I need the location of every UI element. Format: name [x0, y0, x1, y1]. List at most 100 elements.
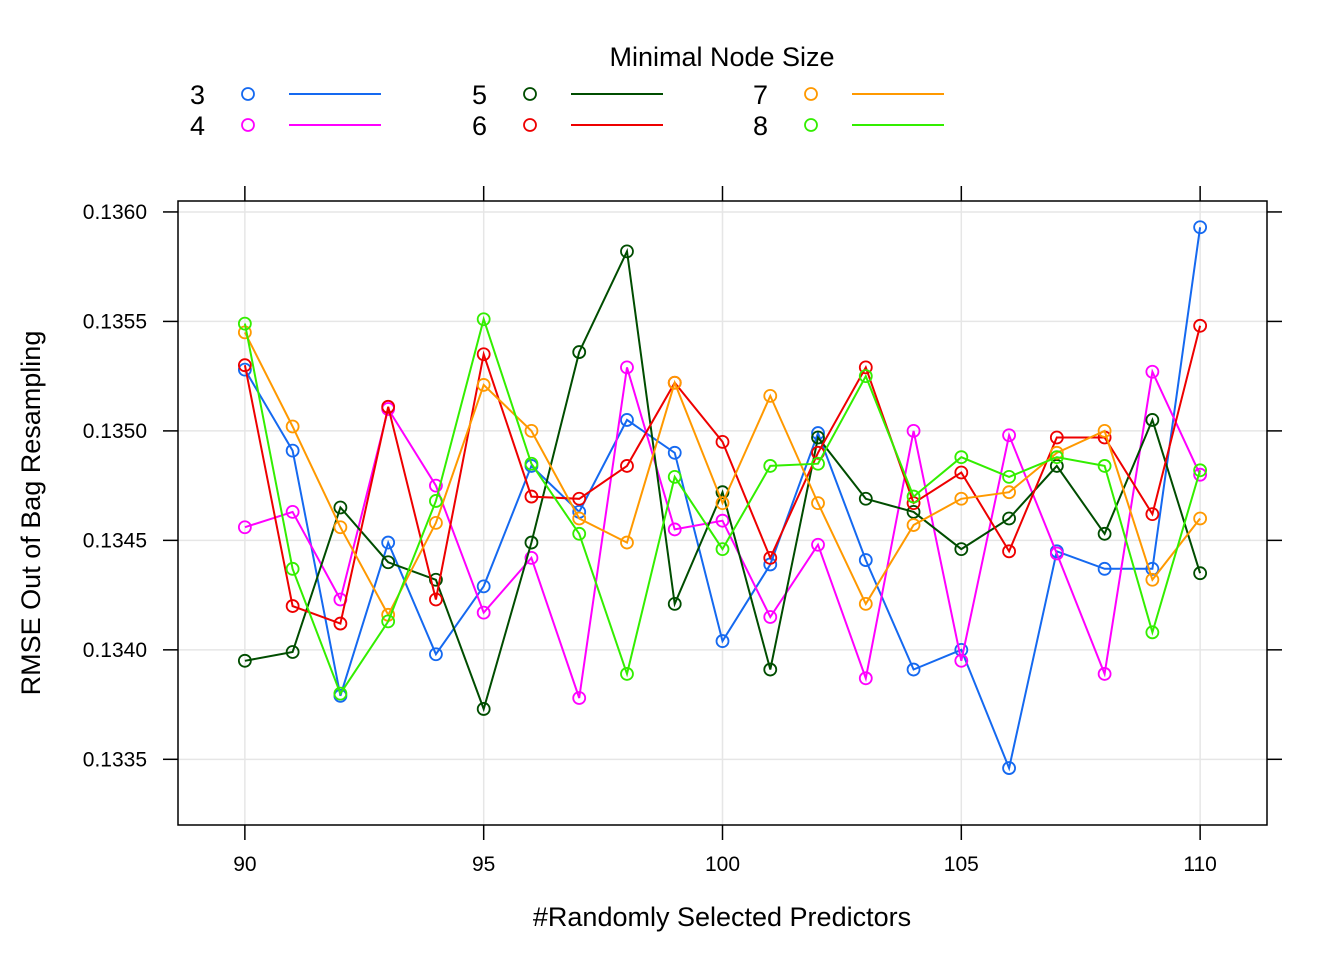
data-point	[858, 369, 873, 384]
data-point	[333, 686, 348, 701]
data-point	[1193, 566, 1208, 581]
data-point	[858, 553, 873, 567]
y-tick-label: 0.1350	[83, 420, 147, 443]
y-axis-label: RMSE Out of Bag Resampling	[16, 331, 46, 696]
data-point	[906, 423, 921, 438]
data-point	[763, 550, 778, 565]
data-point	[811, 496, 825, 511]
data-point	[429, 647, 443, 662]
legend-item-4: 4	[190, 111, 381, 141]
axis-ticks: 90 95 100 105 110 0.1335 0.1340 0.1345 0.1350 0.1…	[83, 186, 1282, 876]
data-point	[620, 667, 634, 681]
series-line	[244, 247, 1202, 713]
data-point	[476, 347, 491, 362]
data-point	[476, 605, 491, 620]
data-point	[572, 491, 587, 506]
data-point	[1002, 469, 1016, 484]
data-point	[237, 520, 252, 535]
data-point	[285, 419, 300, 434]
y-tick-label: 0.1340	[83, 639, 147, 662]
data-point	[381, 399, 396, 414]
data-point	[333, 520, 348, 535]
data-point	[1002, 511, 1016, 526]
data-point	[1002, 485, 1016, 500]
legend-marker	[804, 87, 818, 101]
data-point	[476, 312, 491, 327]
data-point	[1049, 450, 1064, 465]
data-point	[1049, 546, 1064, 561]
data-point	[667, 469, 682, 484]
data-point	[524, 535, 539, 550]
x-tick-label: 110	[1183, 853, 1216, 876]
legend-item-8: 8	[753, 111, 944, 141]
data-point	[715, 634, 730, 648]
data-point	[1193, 318, 1208, 333]
legend-label: 4	[190, 111, 205, 141]
legend-marker	[804, 118, 818, 132]
data-point	[1145, 364, 1160, 379]
data-point	[715, 542, 730, 557]
data-point	[811, 430, 825, 445]
data-point	[906, 505, 921, 519]
data-point	[763, 388, 778, 403]
legend: 34 56 78	[190, 80, 944, 141]
data-point	[381, 535, 396, 550]
data-point	[858, 491, 873, 506]
data-point	[524, 489, 539, 504]
legend-item-5: 5	[472, 80, 663, 110]
data-point	[906, 662, 921, 677]
data-point	[1097, 667, 1112, 681]
data-point	[1145, 413, 1160, 427]
data-point	[1145, 507, 1160, 521]
data-point	[429, 515, 443, 530]
y-tick-label: 0.1345	[83, 529, 147, 552]
legend-marker	[523, 118, 537, 132]
series-line	[244, 367, 1202, 699]
data-point	[906, 489, 921, 504]
data-point	[381, 555, 396, 570]
data-point	[620, 244, 634, 259]
data-point	[715, 513, 730, 528]
x-axis-label: #Randomly Selected Predictors	[533, 902, 911, 932]
data-point	[954, 642, 969, 657]
data-point	[811, 456, 825, 471]
data-point	[858, 671, 873, 686]
data-point	[763, 610, 778, 624]
series-8	[237, 312, 1208, 701]
legend-marker	[523, 87, 537, 101]
data-point	[429, 494, 443, 508]
data-point	[1145, 625, 1160, 640]
data-point	[715, 434, 730, 449]
data-point	[954, 491, 969, 506]
data-point	[858, 360, 873, 375]
data-point	[715, 485, 730, 500]
data-point	[237, 358, 252, 373]
data-point	[237, 362, 252, 377]
data-point	[572, 691, 587, 705]
data-point	[667, 375, 682, 390]
data-point	[572, 511, 587, 526]
data-point	[1097, 459, 1112, 473]
data-point	[572, 526, 587, 541]
data-point	[620, 360, 634, 375]
data-point	[1145, 572, 1160, 587]
data-point	[667, 522, 682, 537]
data-point	[1193, 467, 1208, 482]
series-line	[243, 315, 1202, 696]
legend-item-7: 7	[753, 80, 944, 110]
legend-label: 6	[472, 111, 487, 141]
legend-marker	[241, 118, 255, 132]
data-point	[524, 456, 539, 471]
data-point	[476, 702, 491, 716]
data-point	[333, 500, 348, 515]
data-point	[1002, 761, 1016, 775]
data-point	[1049, 430, 1064, 445]
data-point	[954, 465, 969, 480]
data-point	[333, 616, 348, 631]
legend-title: Minimal Node Size	[609, 42, 834, 72]
x-tick-label: 100	[705, 853, 740, 876]
x-tick-label: 95	[472, 853, 495, 876]
data-point	[285, 561, 300, 576]
data-point	[715, 496, 730, 511]
